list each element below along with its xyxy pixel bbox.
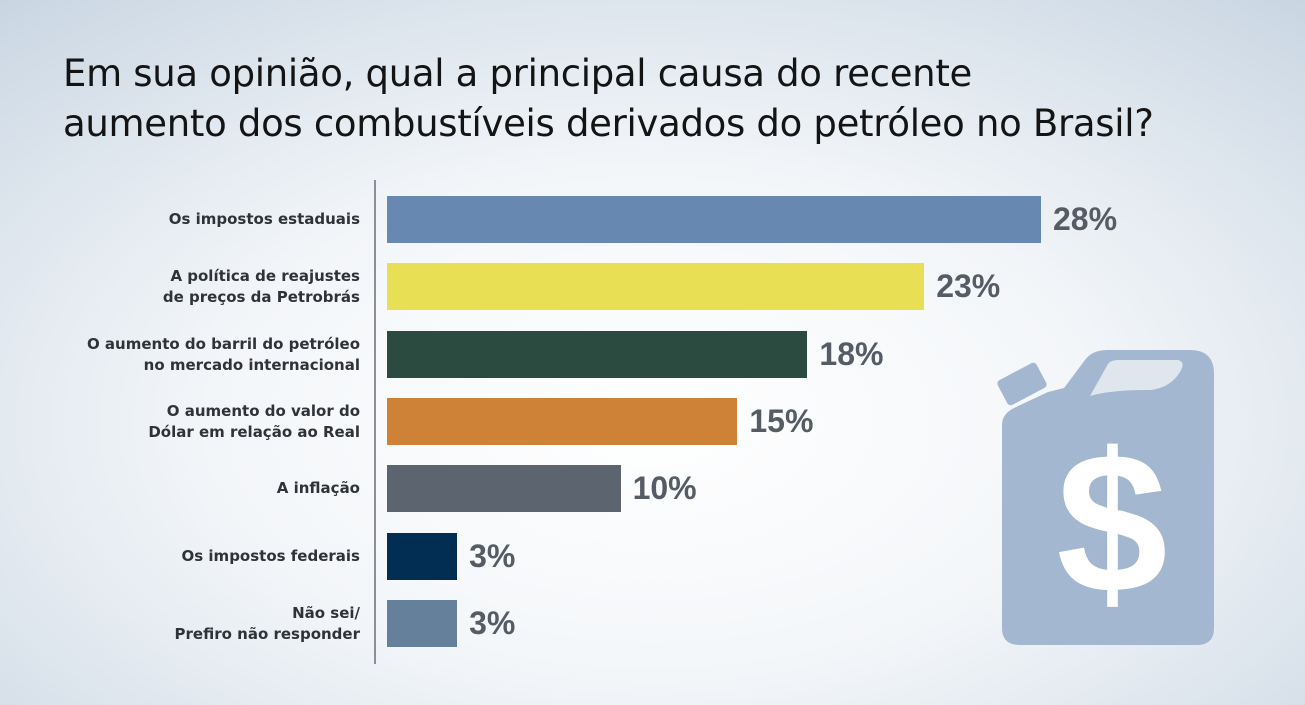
category-label: Não sei/Prefiro não responder xyxy=(174,603,360,643)
chart-title: Em sua opinião, qual a principal causa d… xyxy=(63,52,1154,145)
data-label: 23% xyxy=(936,268,1001,304)
data-label: 3% xyxy=(469,538,516,574)
category-label: O aumento do valor do Dólar em relação ao… xyxy=(148,401,360,441)
bar xyxy=(387,533,458,580)
category-label: A política de reajustes de preços da Petr… xyxy=(162,266,360,306)
bar xyxy=(387,263,925,310)
bar xyxy=(387,331,808,378)
category-label: Os impostos estaduais xyxy=(168,210,360,228)
category-label: O aumento do barril do petróleo no mercad… xyxy=(86,334,360,374)
data-label: 3% xyxy=(469,605,516,641)
data-label: 28% xyxy=(1053,201,1118,237)
bar xyxy=(387,196,1041,243)
data-label: 15% xyxy=(749,403,814,439)
category-label: Os impostos federais xyxy=(181,547,360,565)
bar xyxy=(387,465,621,512)
fuel-can-dollar-icon: $ xyxy=(997,350,1214,645)
category-axis-line xyxy=(374,180,376,664)
svg-text:$: $ xyxy=(1056,412,1167,635)
data-label: 18% xyxy=(819,336,884,372)
data-label: 10% xyxy=(632,470,697,506)
bar xyxy=(387,600,458,647)
bar xyxy=(387,398,738,445)
category-label: A inflação xyxy=(276,479,360,497)
